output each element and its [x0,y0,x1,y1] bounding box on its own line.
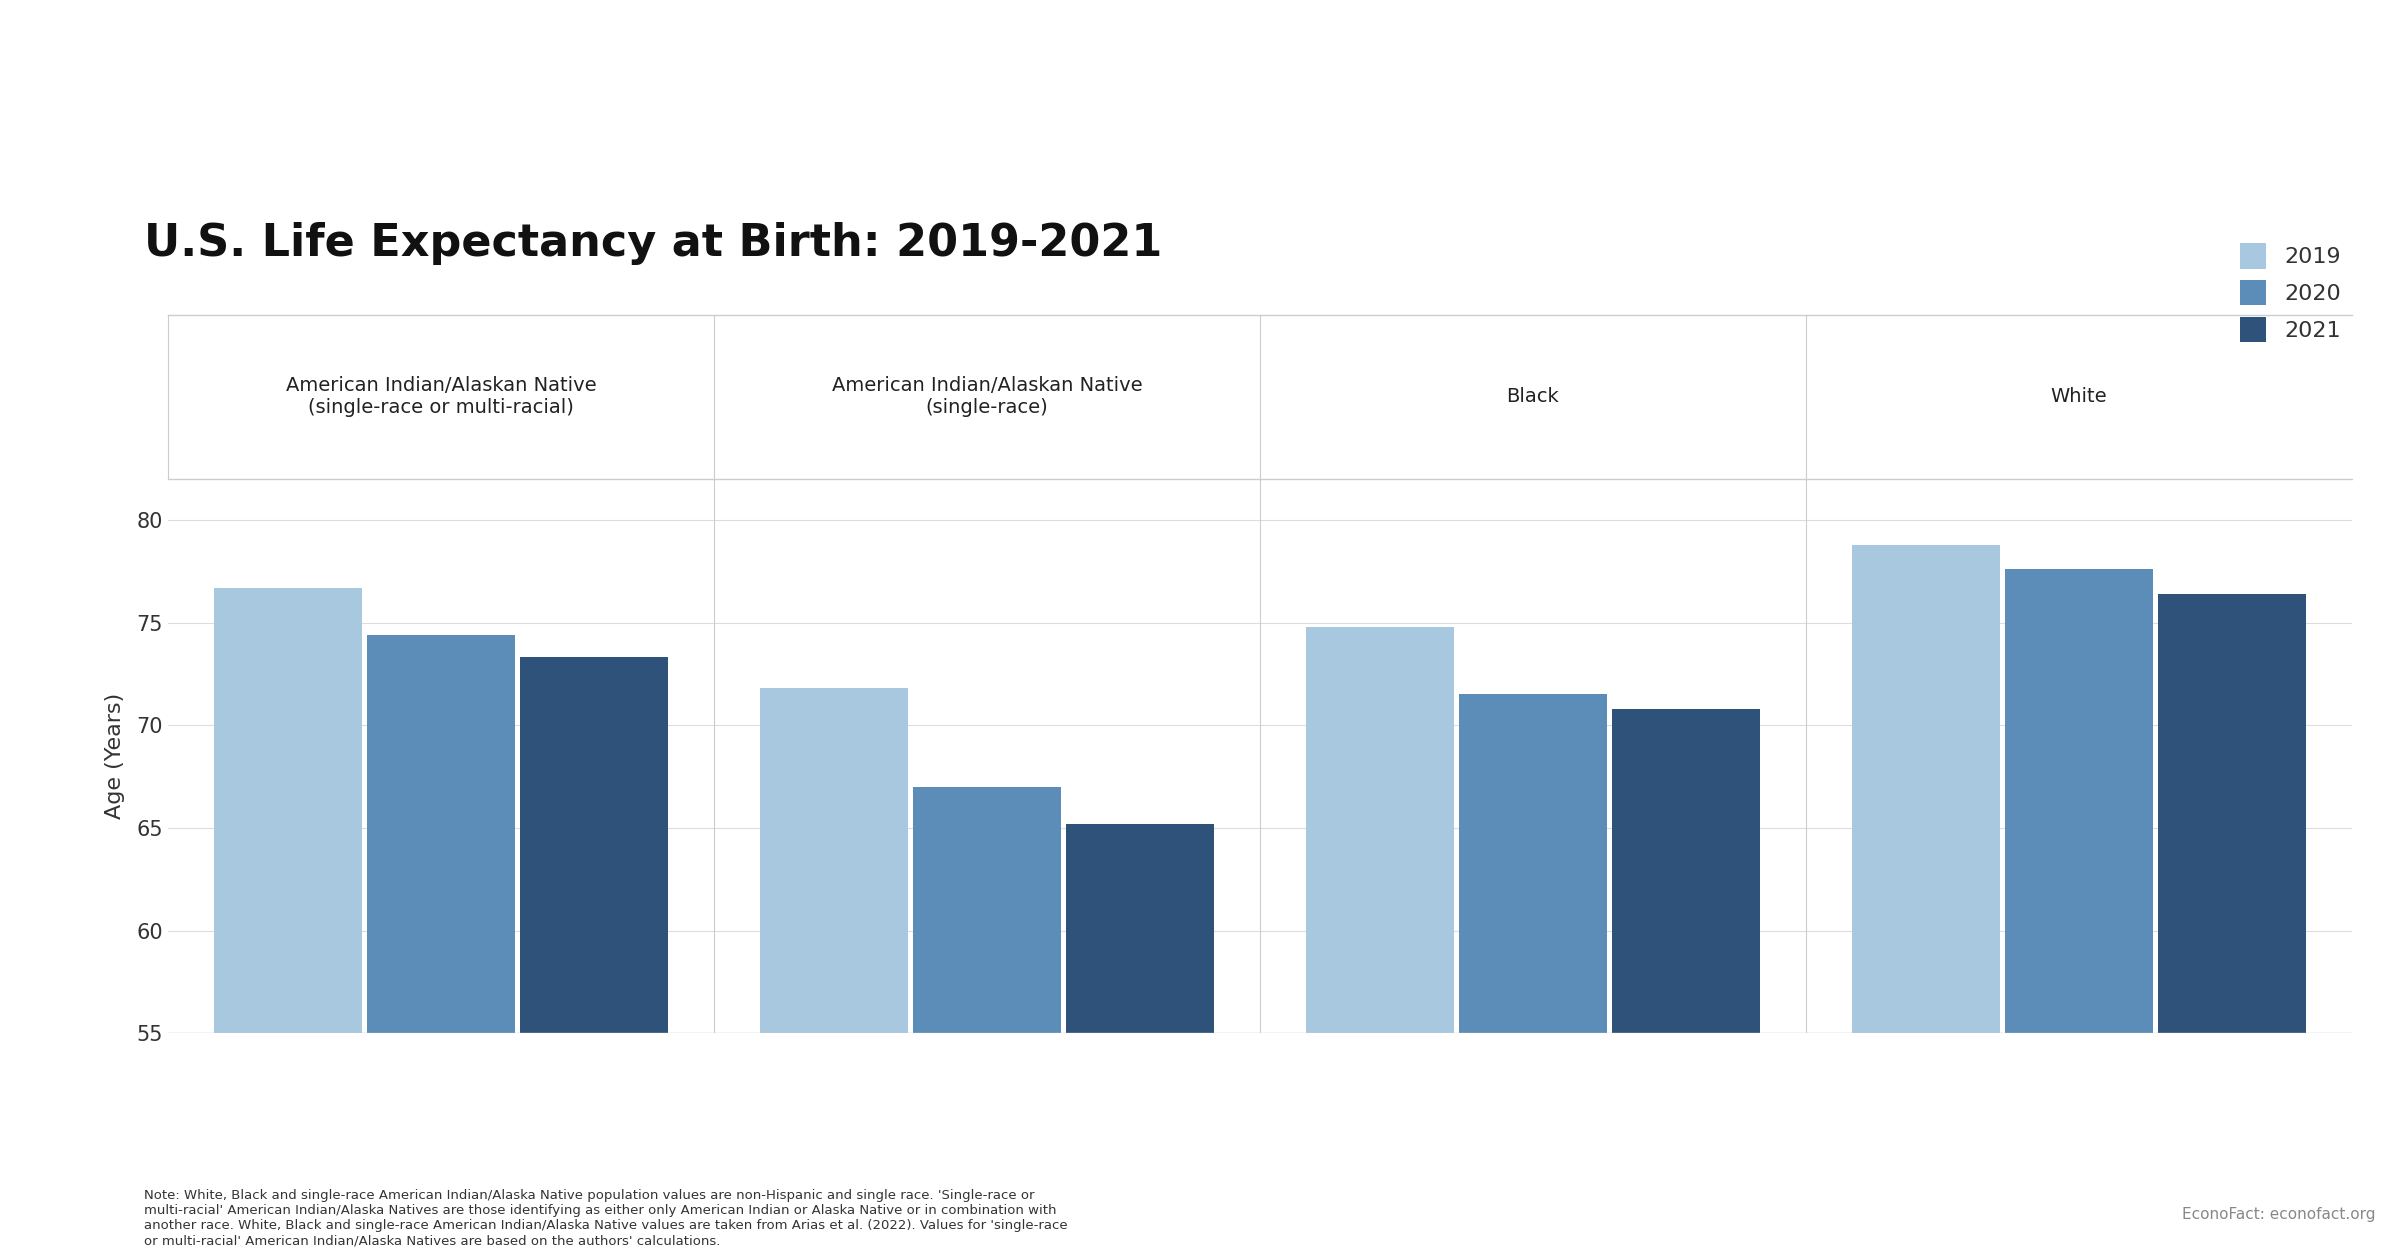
Bar [2006,570,2153,1033]
Text: White: White [2050,387,2107,407]
Text: Note: White, Black and single-race American Indian/Alaska Native population valu: Note: White, Black and single-race Ameri… [144,1189,1068,1247]
Text: American Indian/Alaskan Native
(single-race): American Indian/Alaskan Native (single-r… [833,377,1142,417]
Bar [1853,544,1999,1033]
Bar [521,658,667,1033]
Bar [1306,626,1454,1033]
Bar [1459,694,1606,1033]
Bar [914,786,1061,1033]
Bar [367,635,514,1033]
Text: U.S. Life Expectancy at Birth: 2019-2021: U.S. Life Expectancy at Birth: 2019-2021 [144,222,1162,265]
Text: EconoFact: econofact.org: EconoFact: econofact.org [2182,1207,2376,1222]
Legend: 2019, 2020, 2021: 2019, 2020, 2021 [2239,243,2340,343]
Y-axis label: Age (Years): Age (Years) [106,693,125,819]
Bar [2158,593,2306,1033]
Text: Black: Black [1507,387,1560,407]
Text: American Indian/Alaskan Native
(single-race or multi-racial): American Indian/Alaskan Native (single-r… [286,377,595,417]
Bar [1613,709,1759,1033]
Bar [214,587,362,1033]
Bar [761,688,907,1033]
Bar [1066,824,1214,1033]
